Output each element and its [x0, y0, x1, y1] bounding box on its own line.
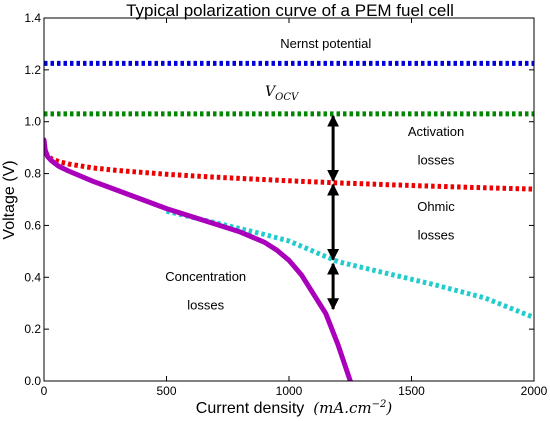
- series-layer: [44, 60, 534, 381]
- y-tick-label: 0.4: [24, 270, 41, 284]
- annotation-7: losses: [187, 298, 224, 313]
- annotation-2: Activation: [408, 124, 464, 139]
- x-axis-label-text: Current density: [196, 400, 305, 417]
- x-axis-unit: (mA.cm: [313, 399, 371, 417]
- annotation-0: Nernst potential: [280, 36, 371, 51]
- y-tick-label: 0.6: [24, 218, 41, 232]
- x-tick-label: 0: [41, 384, 48, 398]
- annotation-3: losses: [418, 152, 455, 167]
- x-tick-label: 2000: [521, 384, 548, 398]
- y-tick-label: 1.0: [24, 115, 41, 129]
- y-tick-label: 1.4: [24, 11, 41, 25]
- series-line-4: [44, 137, 353, 381]
- series-line-2: [44, 151, 534, 192]
- y-tick-label: 0.8: [24, 167, 41, 181]
- x-ticks: 0 500 1000 1500 2000: [41, 18, 548, 398]
- x-tick-label: 1500: [398, 384, 425, 398]
- y-tick-label: 0.2: [24, 322, 41, 336]
- chart-title: Typical polarization curve of a PEM fuel…: [126, 1, 454, 20]
- x-tick-label: 500: [156, 384, 176, 398]
- y-tick-label: 1.2: [24, 63, 41, 77]
- annotation-6: Concentration: [165, 269, 246, 284]
- x-axis-unit-exponent: −2: [372, 399, 387, 410]
- annotation-1: VOCV: [265, 84, 300, 103]
- y-tick-label: 0.0: [24, 374, 41, 388]
- plot-frame: [43, 17, 535, 382]
- y-ticks: 0.0 0.2 0.4 0.6 0.8 1.0 1.2 1.4: [24, 11, 534, 388]
- x-tick-label: 1000: [276, 384, 303, 398]
- annotations: Nernst potential VOCV Activation losses Ohmi…: [165, 36, 464, 313]
- y-axis-label: Voltage (V): [1, 160, 18, 239]
- annotation-5: losses: [418, 228, 455, 243]
- x-axis-unit-close: ): [385, 399, 392, 417]
- x-axis-label: Current density (mA.cm−2): [196, 399, 393, 417]
- annotation-4: Ohmic: [417, 199, 455, 214]
